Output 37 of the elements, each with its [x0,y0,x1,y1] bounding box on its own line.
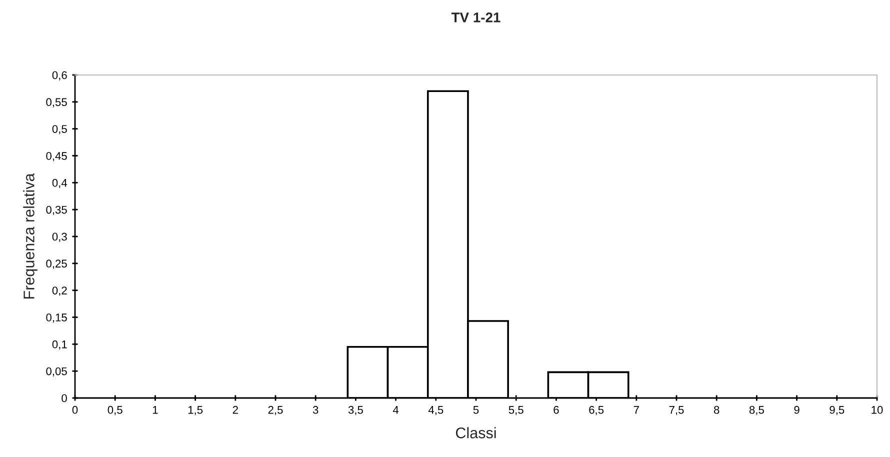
x-tick-label: 2,5 [268,406,283,416]
y-tick-label: 0,55 [46,98,67,108]
y-tick-label: 0,45 [46,152,67,162]
x-tick-label: 4,5 [428,406,444,416]
x-tick-label: 3,5 [348,406,363,416]
y-tick-label: 0,1 [52,340,67,350]
x-tick-label: 10 [872,406,883,414]
x-axis-title: Classi [456,427,496,438]
y-tick-label: 0,5 [52,125,67,134]
y-tick-label: 0,6 [52,71,67,80]
x-tick-label: 9,5 [830,406,844,416]
y-tick-label: 0,3 [52,232,67,242]
x-tick-label: 3 [312,406,318,414]
y-tick-label: 0 [62,394,67,402]
x-tick-label: 1,5 [188,406,203,416]
y-tick-label: 0,2 [52,286,67,296]
x-tick-label: 7,5 [669,406,684,416]
x-tick-label: 1 [152,406,158,414]
x-tick-label: 8 [714,406,720,414]
y-axis-title: Frequenza relativa [23,173,38,299]
x-tick-label: 0,5 [108,406,122,416]
y-tick-label: 0,4 [52,178,68,188]
y-tick-label: 0,05 [46,367,67,377]
x-tick-label: 6 [554,406,559,414]
y-tick-label: 0,25 [46,260,67,269]
x-tick-label: 5 [473,406,479,414]
x-tick-label: 9 [794,406,800,414]
y-tick-label: 0,35 [46,206,67,216]
y-tick-label: 0,15 [46,314,67,323]
x-tick-label: 8,5 [749,406,764,416]
x-tick-label: 6,5 [589,406,604,416]
x-tick-label: 5,5 [508,406,524,416]
x-tick-label: 0 [72,406,78,414]
x-tick-label: 7 [634,406,639,414]
chart-title: TV 1-21 [451,12,500,22]
x-tick-label: 2 [232,406,238,414]
x-tick-label: 4 [392,406,399,414]
